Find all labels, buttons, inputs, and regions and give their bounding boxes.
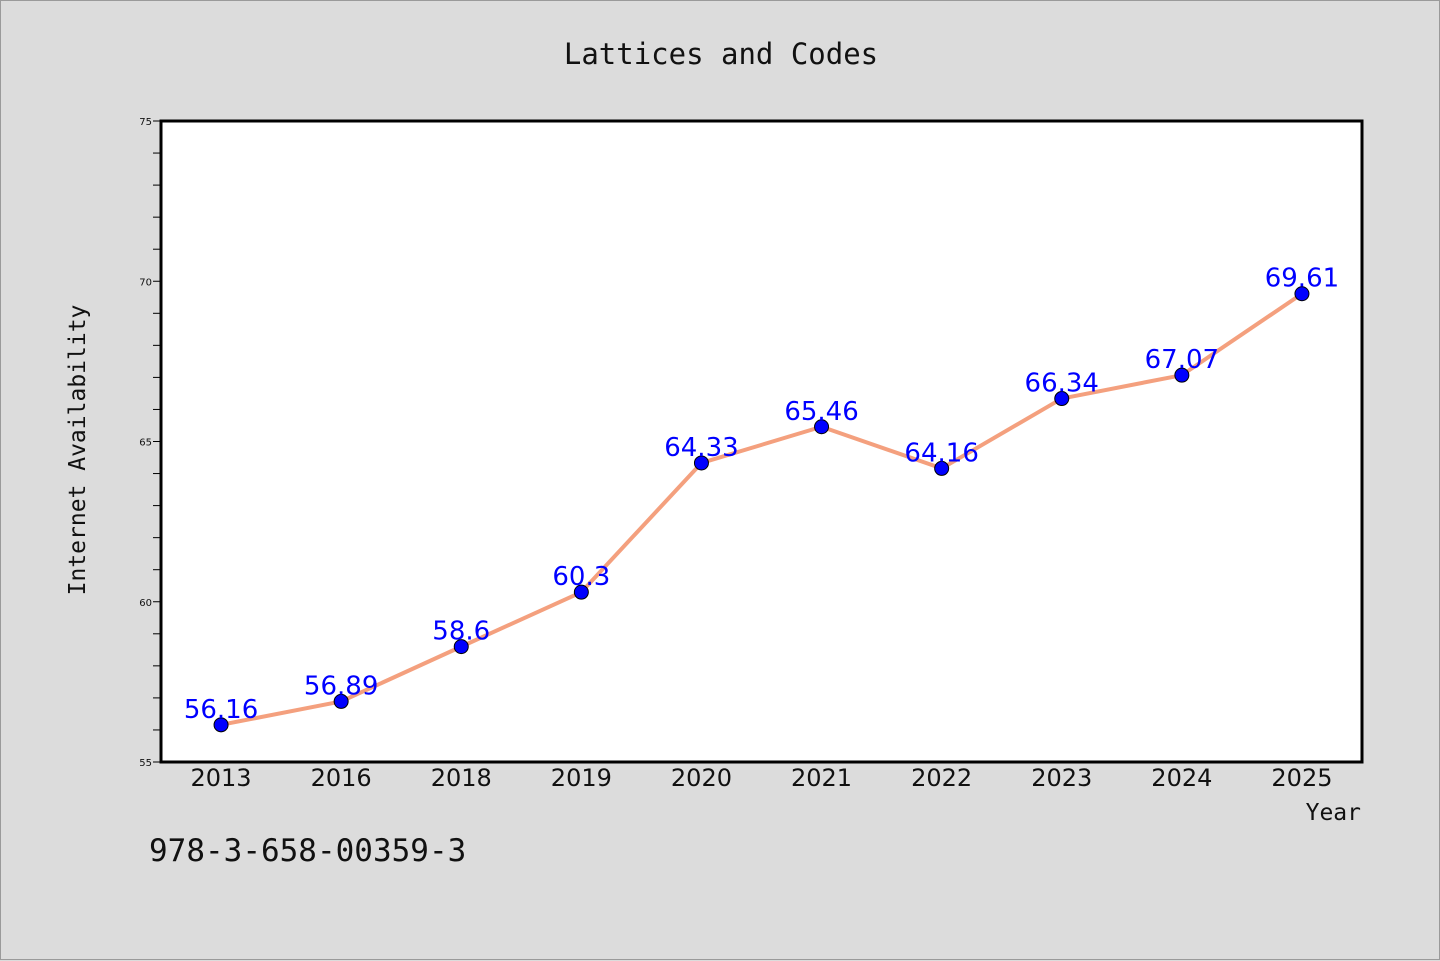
chart-title: Lattices and Codes xyxy=(564,37,878,71)
x-axis: 2013 2016 2018 2019 2020 2021 2022 2023 2024 2025 xyxy=(191,764,1333,792)
data-label: 56.16 xyxy=(184,695,258,725)
data-label: 67.07 xyxy=(1145,345,1219,375)
y-tick-label: 60 xyxy=(139,598,152,609)
data-label: 60.3 xyxy=(552,562,610,592)
series-group: 56.16 56.89 58.6 60.3 64.33 65.46 64.16 66.34 67… xyxy=(184,264,1339,733)
x-tick-label: 2013 xyxy=(191,764,252,792)
data-point xyxy=(453,639,469,655)
x-tick-label: 2019 xyxy=(551,764,612,792)
x-tick-label: 2024 xyxy=(1151,764,1212,792)
y-tick-label: 65 xyxy=(139,438,152,449)
x-tick-label: 2020 xyxy=(671,764,732,792)
y-tick-label: 75 xyxy=(139,117,152,128)
y-axis-title: Internet Availability xyxy=(65,305,91,596)
isbn-text: 978-3-658-00359-3 xyxy=(149,833,467,869)
plot-area xyxy=(159,119,1364,764)
data-label: 66.34 xyxy=(1025,369,1099,399)
y-tick-label: 55 xyxy=(139,758,152,769)
y-axis: 55 60 65 70 75 xyxy=(139,117,161,769)
data-point xyxy=(573,584,589,600)
x-tick-label: 2023 xyxy=(1031,764,1092,792)
data-point xyxy=(1174,367,1190,383)
series-line xyxy=(219,291,1304,727)
data-label: 65.46 xyxy=(784,397,858,427)
x-tick-label: 2021 xyxy=(791,764,852,792)
data-point xyxy=(1294,286,1310,302)
data-point xyxy=(934,460,950,476)
data-point xyxy=(814,419,830,435)
data-label: 56.89 xyxy=(304,671,378,701)
x-tick-label: 2022 xyxy=(911,764,972,792)
data-label: 64.33 xyxy=(664,433,738,463)
data-label: 58.6 xyxy=(432,617,490,647)
x-tick-label: 2016 xyxy=(311,764,372,792)
data-point xyxy=(213,717,229,733)
data-point xyxy=(693,455,709,471)
x-tick-label: 2025 xyxy=(1271,764,1332,792)
data-point xyxy=(1054,391,1070,407)
data-label: 69.61 xyxy=(1265,264,1339,294)
y-tick-label: 70 xyxy=(139,277,152,288)
data-point xyxy=(333,693,349,709)
x-tick-label: 2018 xyxy=(431,764,492,792)
data-label: 64.16 xyxy=(904,438,978,468)
x-axis-title: Year xyxy=(1306,800,1361,826)
